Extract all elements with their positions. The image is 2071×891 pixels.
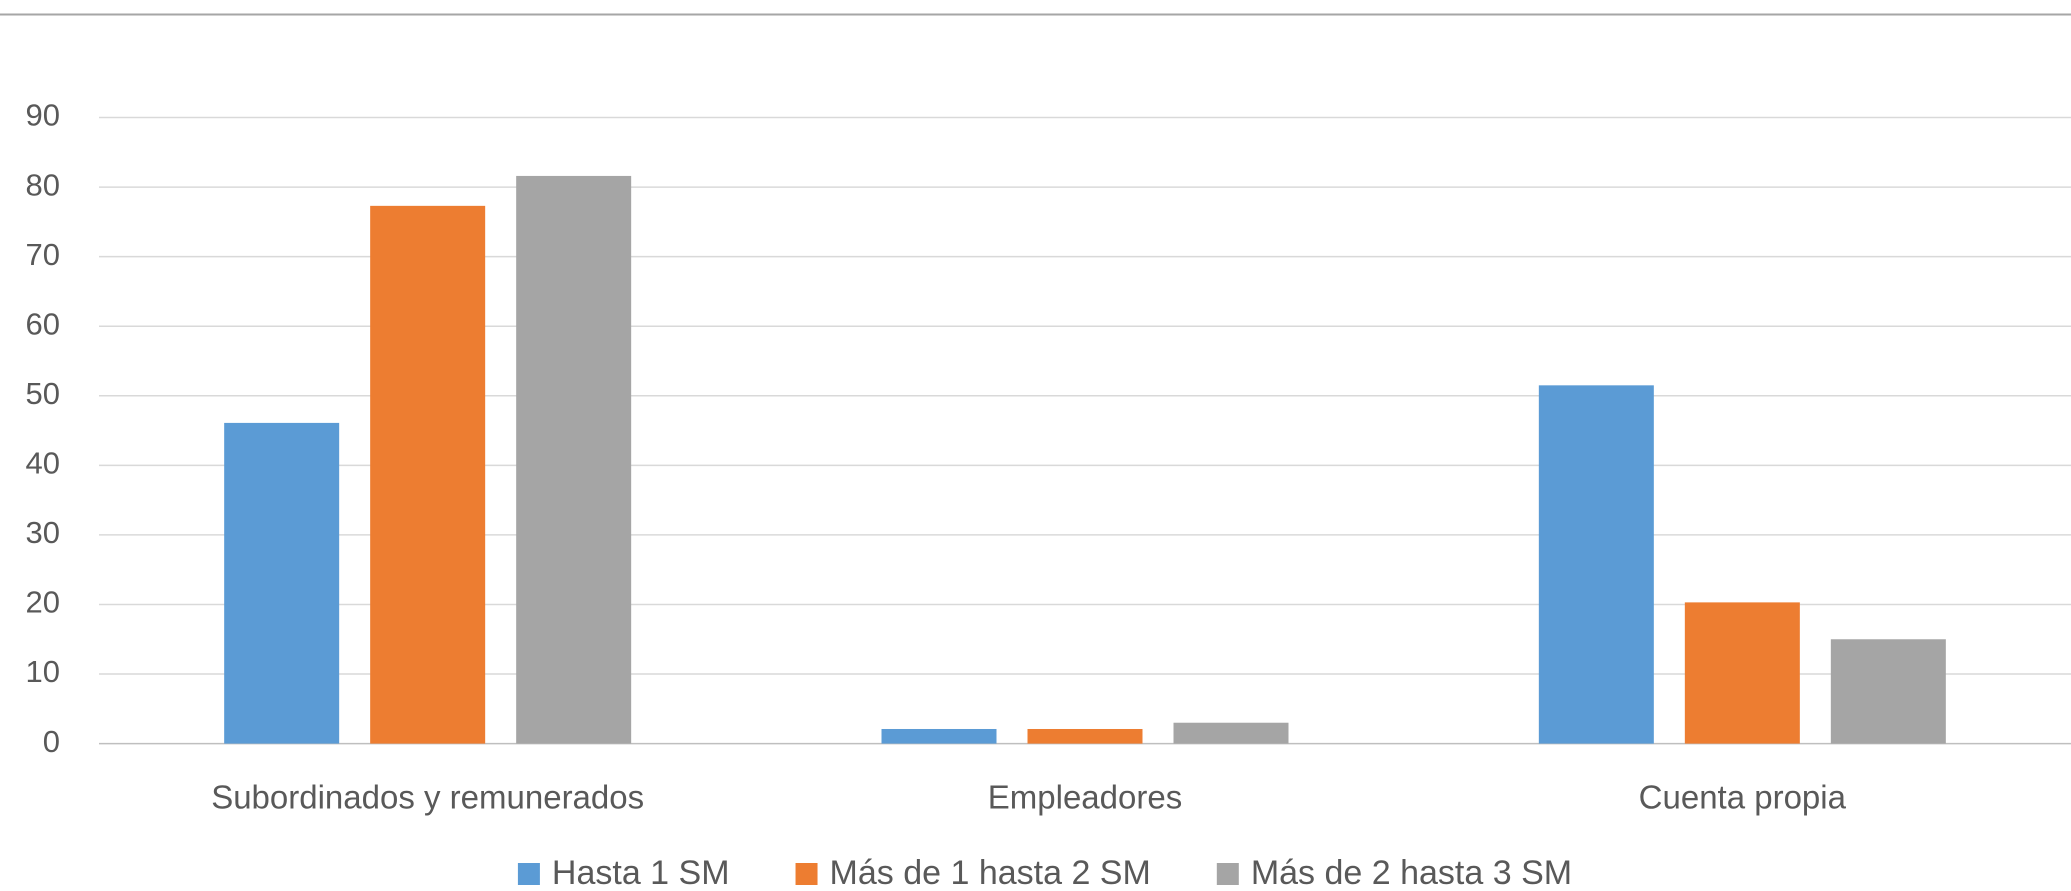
bar (516, 175, 632, 744)
y-tick-label: 80 (26, 167, 60, 202)
bar (1538, 385, 1654, 744)
y-tick-label: 60 (26, 306, 60, 341)
legend-label: Más de 1 hasta 2 SM (830, 854, 1151, 891)
x-tick-label: Cuenta propia (1639, 779, 1847, 816)
y-tick-label: 30 (26, 515, 60, 550)
bar (1173, 722, 1289, 744)
y-tick-label: 0 (43, 724, 60, 759)
legend-swatch (517, 863, 540, 885)
bar (1830, 639, 1946, 744)
y-tick-label: 70 (26, 237, 60, 272)
x-tick-label: Empleadores (988, 779, 1182, 816)
legend-swatch (1216, 863, 1239, 885)
legend-label: Hasta 1 SM (552, 854, 730, 891)
bar (370, 205, 486, 744)
y-tick-label: 40 (26, 446, 60, 481)
x-tick-label: Subordinados y remunerados (211, 779, 644, 816)
bar (1027, 728, 1143, 744)
bar (1684, 602, 1800, 744)
y-tick-label: 90 (26, 98, 60, 133)
bar (881, 728, 997, 744)
y-tick-label: 10 (26, 654, 60, 689)
legend-label: Más de 2 hasta 3 SM (1251, 854, 1572, 891)
y-tick-label: 20 (26, 585, 60, 620)
y-tick-label: 50 (26, 376, 60, 411)
legend-swatch (795, 863, 818, 885)
bar (224, 422, 340, 744)
